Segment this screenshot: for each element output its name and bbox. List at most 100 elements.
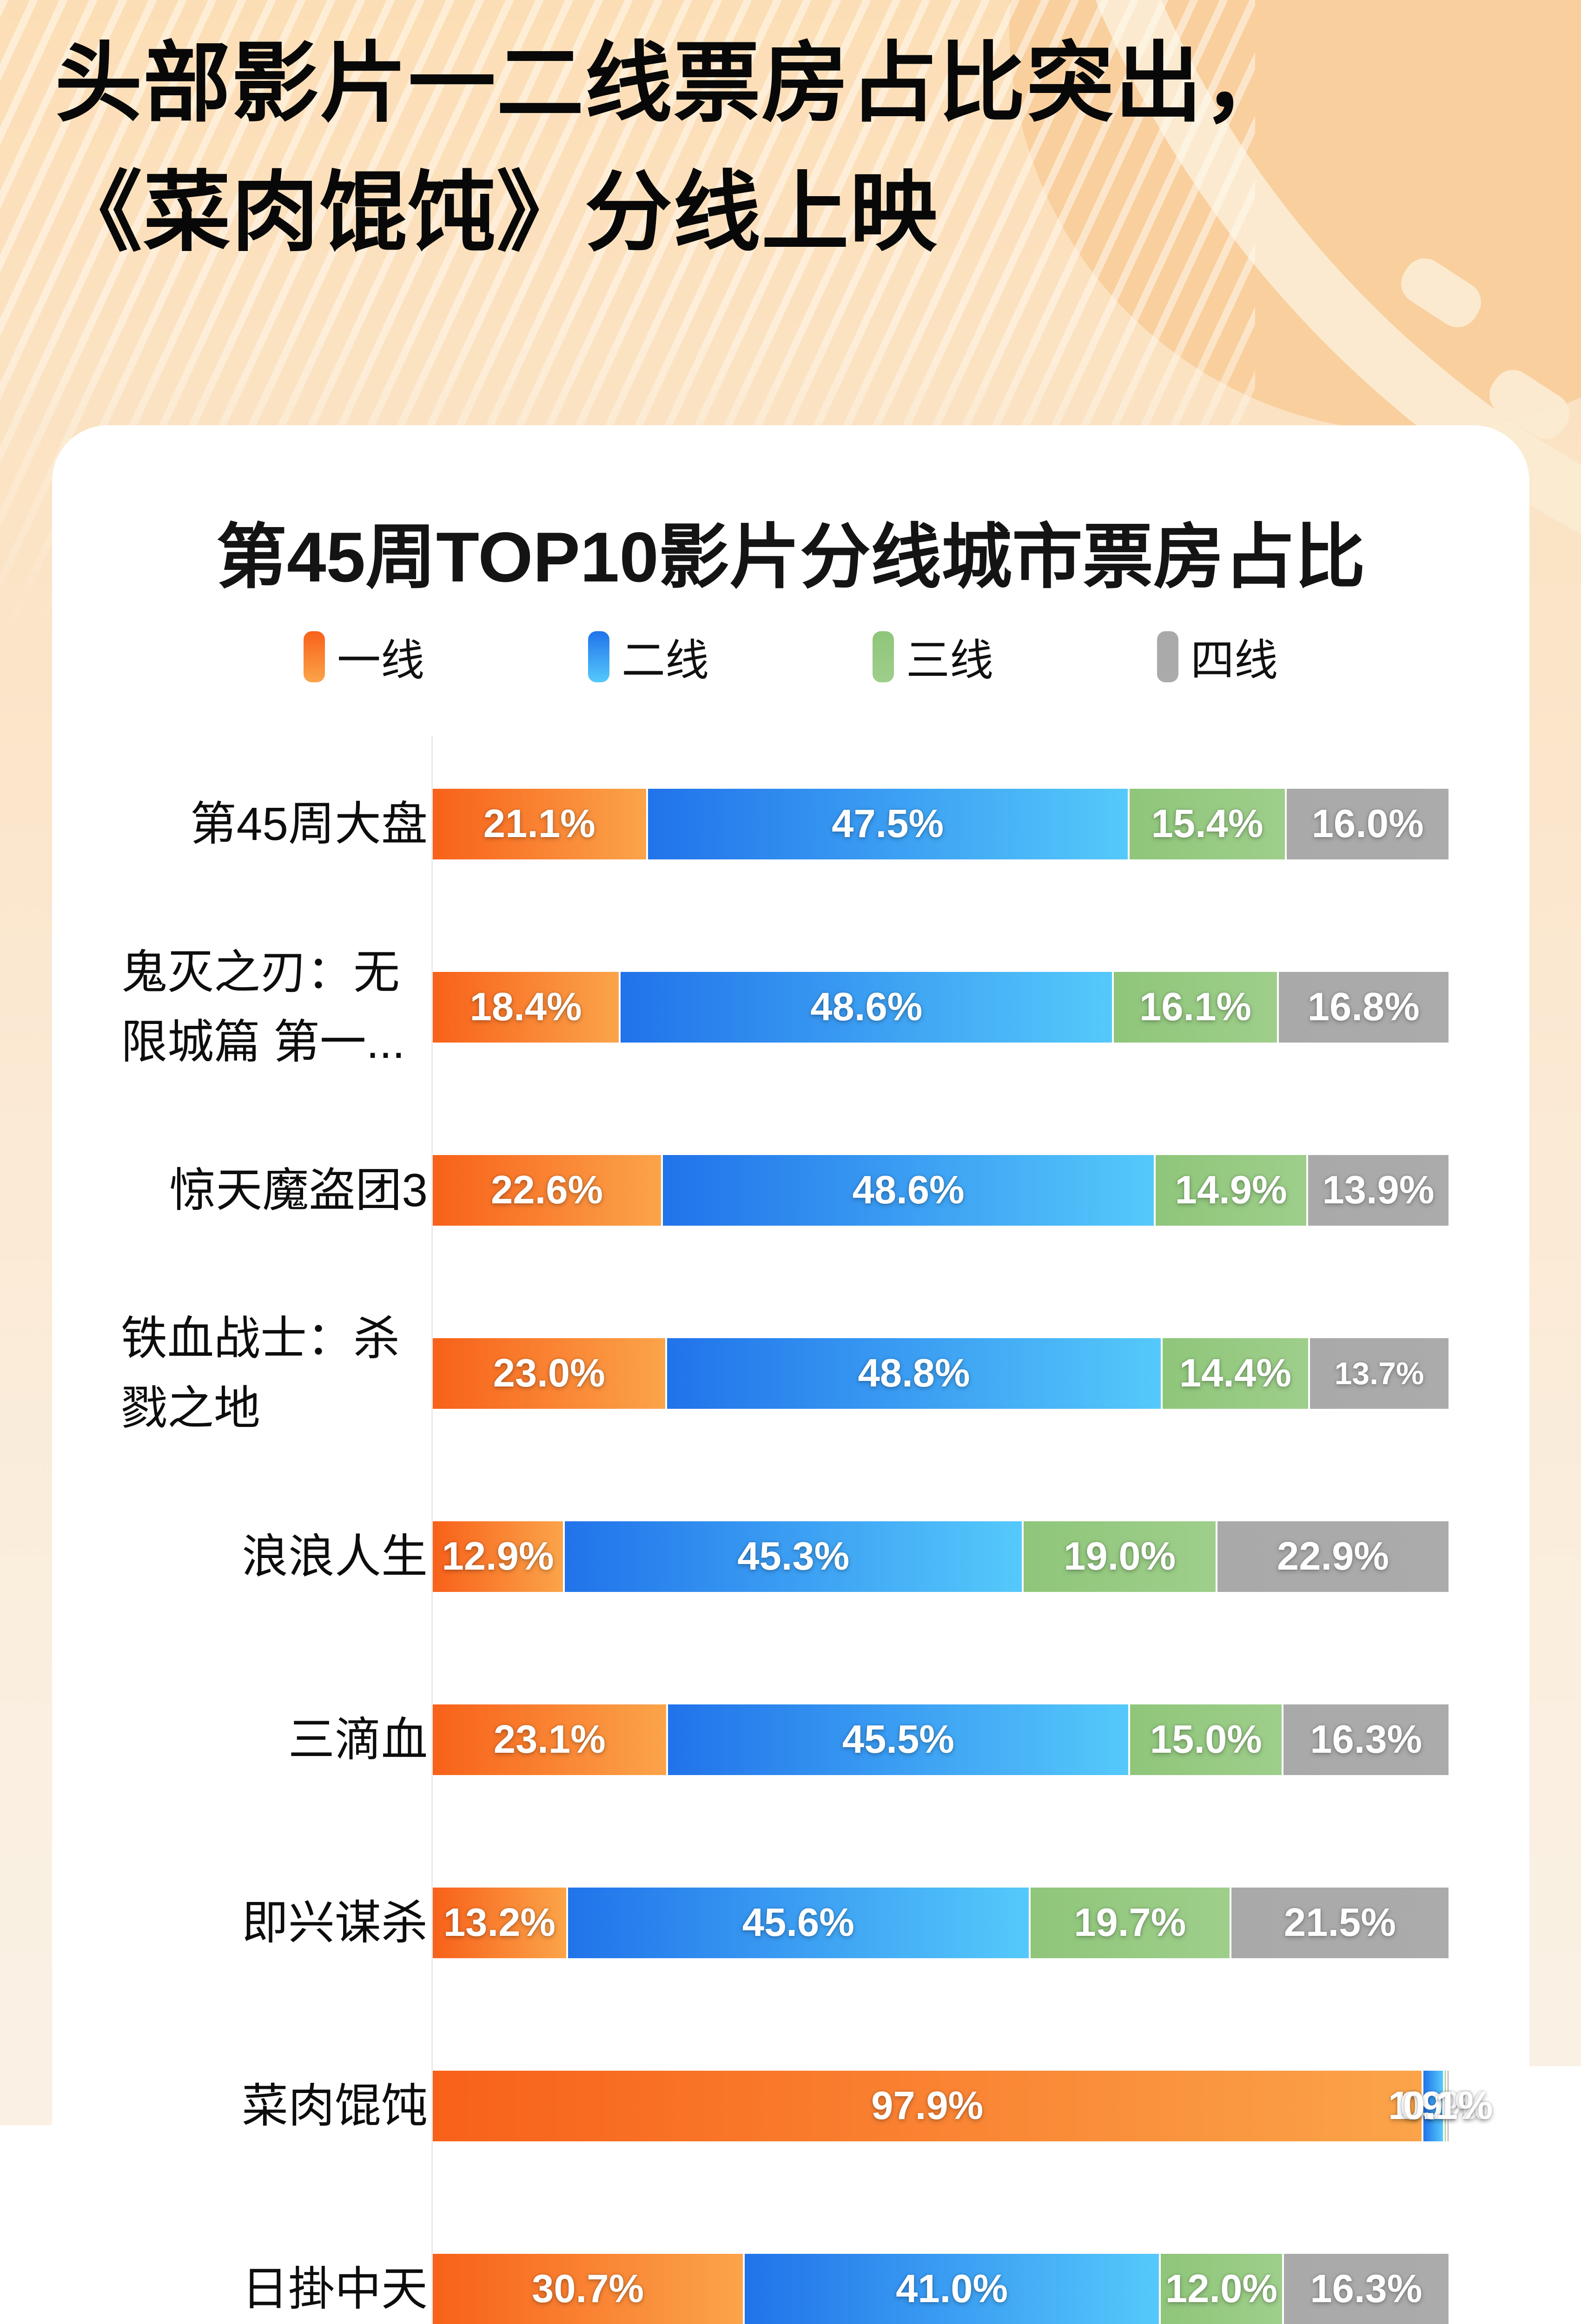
bar-segment-tier3: 12.0% xyxy=(1161,2254,1282,2324)
value-label: 45.6% xyxy=(742,1900,854,1946)
value-label: 97.9% xyxy=(871,2083,983,2129)
page-title-line2: 《菜肉馄饨》分线上映 xyxy=(55,148,1542,277)
bar-segment-tier1: 12.9% xyxy=(433,1521,563,1592)
bar-segment-tier2: 45.3% xyxy=(565,1521,1022,1592)
chart-card: 第45周TOP10影片分线城市票房占比 一线 二线 三线 四线 第45周大盘 21.1%… xyxy=(52,425,1529,2324)
bar-row: 22.6% 48.6% 14.9% 13.9% xyxy=(433,1155,1449,1226)
legend-item-二线: 二线 xyxy=(588,625,709,688)
bar-segment-tier4: 22.9% xyxy=(1217,1521,1449,1592)
value-label: 21.5% xyxy=(1284,1900,1396,1946)
value-label: 22.9% xyxy=(1277,1534,1389,1579)
bar-segment-tier2: 41.0% xyxy=(745,2254,1159,2324)
legend: 一线 二线 三线 四线 xyxy=(52,625,1529,688)
value-label: 45.5% xyxy=(842,1717,954,1763)
bar-row: 23.1% 45.5% 15.0% 16.3% xyxy=(433,1704,1449,1775)
value-label: 18.4% xyxy=(470,984,582,1030)
bar-segment-tier1: 18.4% xyxy=(433,972,619,1043)
value-label: 0.1% xyxy=(1403,2083,1493,2129)
category-label: 惊天魔盗团3 xyxy=(121,1155,428,1226)
category-label: 第45周大盘 xyxy=(121,789,428,859)
infographic-page: 头部影片一二线票房占比突出， 《菜肉馄饨》分线上映 第45周TOP10影片分线城… xyxy=(0,0,1581,2324)
value-label: 30.7% xyxy=(532,2266,644,2312)
bar-row: 23.0% 48.8% 14.4% 13.7% xyxy=(433,1338,1449,1409)
bar-row: 13.2% 45.6% 19.7% 21.5% xyxy=(433,1888,1449,1958)
value-label: 16.3% xyxy=(1310,2266,1422,2312)
value-label: 41.0% xyxy=(896,2266,1008,2312)
bar-segment-tier1: 23.1% xyxy=(433,1704,666,1775)
bar-row: 30.7% 41.0% 12.0% 16.3% xyxy=(433,2254,1449,2324)
bar-segment-tier4: 16.3% xyxy=(1284,2254,1449,2324)
value-label: 48.6% xyxy=(810,984,922,1030)
value-label: 16.8% xyxy=(1308,984,1420,1030)
bar-segment-tier1: 30.7% xyxy=(433,2254,743,2324)
legend-label: 四线 xyxy=(1191,625,1278,688)
value-label: 23.0% xyxy=(493,1351,605,1396)
value-label: 48.8% xyxy=(858,1351,970,1396)
value-label: 13.9% xyxy=(1322,1168,1434,1213)
legend-swatch-tier1 xyxy=(304,631,325,682)
value-label: 45.3% xyxy=(737,1534,849,1579)
value-label: 16.3% xyxy=(1310,1717,1422,1763)
bar-segment-tier3: 15.4% xyxy=(1130,789,1285,859)
value-label: 16.1% xyxy=(1139,984,1251,1030)
category-label: 日掛中天 xyxy=(121,2254,428,2324)
category-label: 铁血战士：杀 戮之地 xyxy=(121,1338,428,1409)
bar-segment-tier4: 16.3% xyxy=(1283,1704,1449,1775)
legend-swatch-tier3 xyxy=(873,631,894,682)
bar-segment-tier2: 45.6% xyxy=(568,1888,1029,1958)
bar-segment-tier4: 0.1% xyxy=(1448,2071,1449,2141)
value-label: 15.4% xyxy=(1151,801,1263,847)
value-label: 47.5% xyxy=(832,801,944,847)
legend-label: 二线 xyxy=(622,625,709,688)
value-label: 13.7% xyxy=(1335,1355,1424,1392)
value-label: 16.0% xyxy=(1312,801,1424,847)
value-label: 22.6% xyxy=(491,1168,603,1213)
bar-segment-tier2: 47.5% xyxy=(648,789,1128,859)
bar-segment-tier1: 97.9% xyxy=(433,2071,1422,2141)
bar-row: 97.9% 1.9% 0.1% 0.1% xyxy=(433,2071,1449,2141)
value-label: 13.2% xyxy=(443,1900,556,1946)
page-title: 头部影片一二线票房占比突出， 《菜肉馄饨》分线上映 xyxy=(55,19,1542,277)
category-label: 鬼灭之刃：无 限城篇 第一... xyxy=(121,972,428,1043)
bar-segment-tier4: 16.8% xyxy=(1279,972,1449,1043)
legend-swatch-tier2 xyxy=(588,631,609,682)
bar-segment-tier2: 45.5% xyxy=(668,1704,1128,1775)
bar-segment-tier2: 48.6% xyxy=(663,1155,1154,1226)
legend-item-三线: 三线 xyxy=(873,625,993,688)
bar-segment-tier4: 13.7% xyxy=(1310,1338,1449,1409)
value-label: 12.0% xyxy=(1165,2266,1277,2312)
value-label: 23.1% xyxy=(494,1717,606,1763)
category-label: 即兴谋杀 xyxy=(121,1888,428,1958)
legend-item-一线: 一线 xyxy=(304,625,424,688)
category-label: 菜肉馄饨 xyxy=(121,2071,428,2141)
bar-segment-tier3: 14.9% xyxy=(1156,1155,1306,1226)
bar-row: 18.4% 48.6% 16.1% 16.8% xyxy=(433,972,1449,1043)
value-label: 12.9% xyxy=(442,1534,554,1579)
value-label: 14.9% xyxy=(1175,1168,1287,1213)
legend-label: 三线 xyxy=(906,625,993,688)
bar-segment-tier1: 23.0% xyxy=(433,1338,665,1409)
page-title-line1: 头部影片一二线票房占比突出， xyxy=(55,19,1542,148)
chart-title: 第45周TOP10影片分线城市票房占比 xyxy=(52,500,1529,602)
bar-segment-tier3: 14.4% xyxy=(1163,1338,1308,1409)
bar-segment-tier4: 13.9% xyxy=(1308,1155,1449,1226)
bar-segment-tier3: 19.0% xyxy=(1024,1521,1215,1592)
bar-segment-tier3: 15.0% xyxy=(1130,1704,1282,1775)
value-label: 19.7% xyxy=(1074,1900,1186,1946)
value-label: 21.1% xyxy=(483,801,595,847)
bar-segment-tier1: 22.6% xyxy=(433,1155,661,1226)
bar-segment-tier3: 16.1% xyxy=(1114,972,1277,1043)
bar-segment-tier1: 13.2% xyxy=(433,1888,566,1958)
category-label: 浪浪人生 xyxy=(121,1521,428,1592)
legend-item-四线: 四线 xyxy=(1157,625,1278,688)
value-label: 48.6% xyxy=(853,1168,965,1213)
bar-segment-tier2: 48.8% xyxy=(667,1338,1160,1409)
bar-segment-tier4: 16.0% xyxy=(1287,789,1449,859)
value-label: 14.4% xyxy=(1179,1351,1291,1396)
bar-segment-tier4: 21.5% xyxy=(1231,1888,1449,1958)
legend-swatch-tier4 xyxy=(1157,631,1178,682)
bar-segment-tier1: 21.1% xyxy=(433,789,646,859)
value-label: 19.0% xyxy=(1064,1534,1176,1579)
bar-row: 12.9% 45.3% 19.0% 22.9% xyxy=(433,1521,1449,1592)
bar-row: 21.1% 47.5% 15.4% 16.0% xyxy=(433,789,1449,859)
